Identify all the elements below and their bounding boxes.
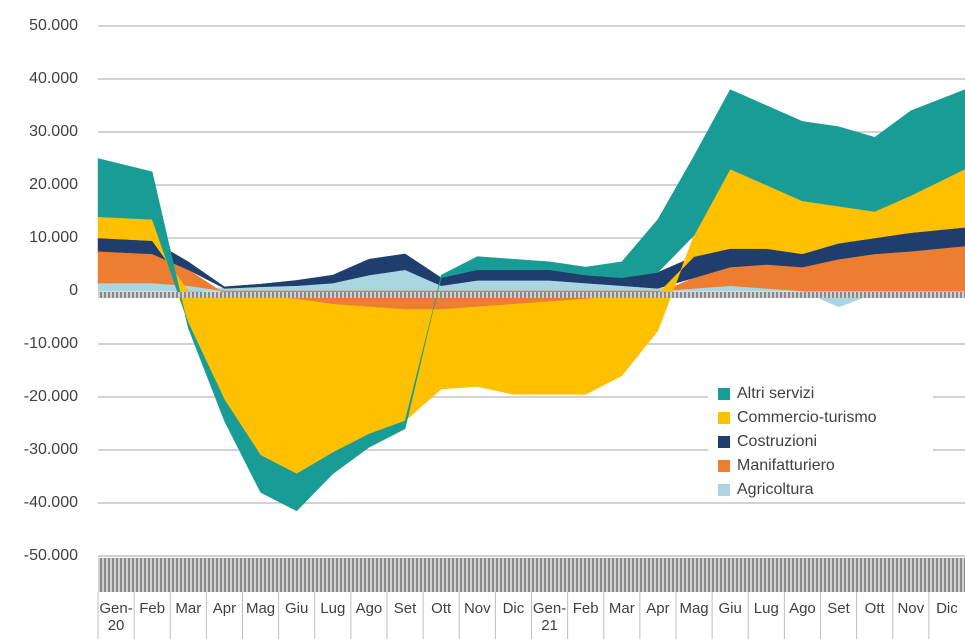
x-tick-label: Lug <box>320 600 346 617</box>
x-tick-label: Mag <box>679 600 709 617</box>
y-tick-label: 40.000 <box>29 70 78 87</box>
y-tick-label: -40.000 <box>24 494 78 511</box>
x-tick-label: Set <box>827 600 850 617</box>
x-tick-label: Apr <box>646 600 670 617</box>
legend-label: Manifatturiero <box>737 457 835 474</box>
y-tick-label: 50.000 <box>29 17 78 34</box>
x-axis-band <box>98 558 965 592</box>
legend-box <box>708 382 933 502</box>
x-tick-label: Set <box>393 600 417 617</box>
legend-swatch <box>718 388 730 400</box>
x-tick-label: Mar <box>175 600 202 617</box>
y-tick-label: -50.000 <box>24 547 78 564</box>
x-tick-label: Ott <box>864 600 885 617</box>
x-tick-label: Lug <box>753 600 779 617</box>
y-tick-label: -10.000 <box>24 335 78 352</box>
legend-label: Altri servizi <box>737 385 814 402</box>
x-tick-label: Ott <box>431 600 452 617</box>
area <box>97 89 965 512</box>
x-tick-label: Dic <box>936 600 958 617</box>
y-tick-label: 0 <box>69 282 78 299</box>
x-tick-label: Mag <box>245 600 276 617</box>
y-tick-label: 20.000 <box>29 176 78 193</box>
x-tick-label: Giu <box>718 600 742 617</box>
legend-swatch <box>718 436 730 448</box>
y-tick-label: -30.000 <box>24 441 78 458</box>
y-tick-label: -20.000 <box>24 388 78 405</box>
y-tick-label: 10.000 <box>29 229 78 246</box>
x-tick-label: Gen-21 <box>532 600 567 634</box>
legend-label: Costruzioni <box>737 433 817 450</box>
x-tick-label: Apr <box>212 600 237 617</box>
area <box>97 227 965 289</box>
legend-swatch <box>718 412 730 424</box>
y-tick-label: 30.000 <box>29 123 78 140</box>
x-tick-label: Gen-20 <box>99 600 133 634</box>
x-tick-label: Nov <box>463 600 491 617</box>
legend-swatch <box>718 484 730 496</box>
x-tick-label: Ago <box>355 600 383 617</box>
x-tick-label: Dic <box>502 600 525 617</box>
legend-swatch <box>718 460 730 472</box>
x-tick-label: Feb <box>572 600 599 617</box>
legend-label: Commercio-turismo <box>737 409 877 426</box>
legend-label: Agricoltura <box>737 481 814 498</box>
x-tick-label: Ago <box>789 600 816 617</box>
x-tick-label: Feb <box>139 600 166 617</box>
x-tick-label: Mar <box>608 600 635 617</box>
x-tick-label: Giu <box>285 600 309 617</box>
zero-axis-band <box>98 292 965 298</box>
x-tick-label: Nov <box>897 600 925 617</box>
